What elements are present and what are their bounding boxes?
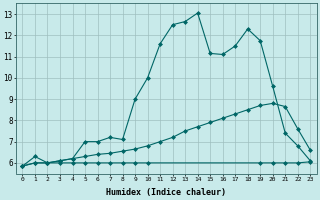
X-axis label: Humidex (Indice chaleur): Humidex (Indice chaleur) [106,188,226,197]
